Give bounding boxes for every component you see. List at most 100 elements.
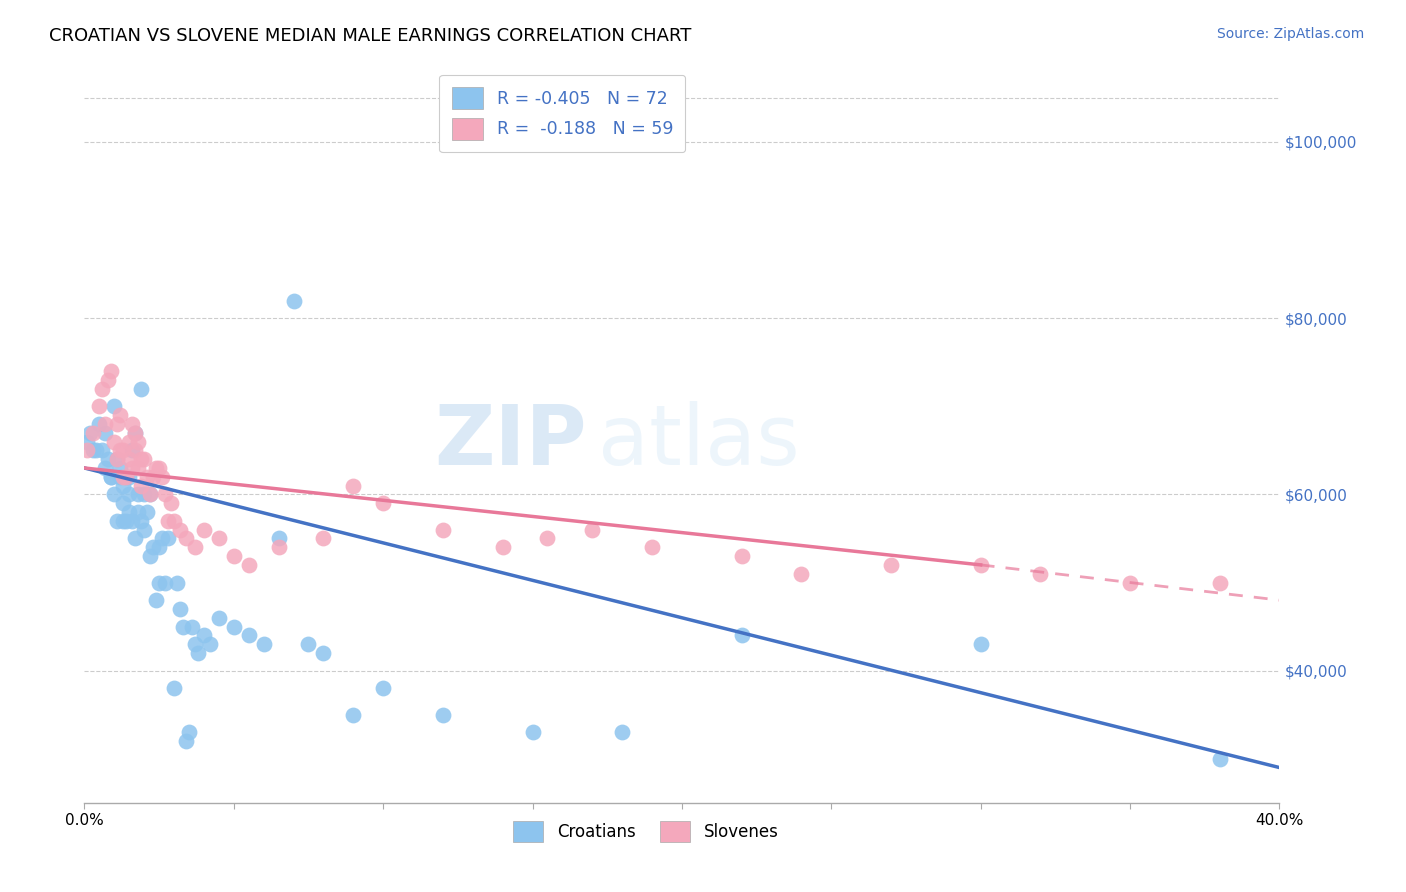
- Point: [105, 452, 128, 467]
- Point: [187, 646, 209, 660]
- Point: [103, 399, 125, 413]
- Point: [91, 443, 114, 458]
- Point: [172, 619, 194, 633]
- Point: [118, 505, 141, 519]
- Point: [105, 452, 128, 467]
- Point: [208, 611, 231, 625]
- Point: [115, 470, 138, 484]
- Point: [112, 514, 135, 528]
- Point: [115, 470, 138, 484]
- Text: Source: ZipAtlas.com: Source: ZipAtlas.com: [1216, 27, 1364, 41]
- Point: [174, 532, 197, 546]
- Point: [193, 628, 215, 642]
- Point: [142, 470, 165, 484]
- Point: [731, 628, 754, 642]
- Point: [103, 434, 125, 449]
- Point: [153, 487, 176, 501]
- Point: [97, 373, 120, 387]
- Point: [89, 417, 111, 431]
- Text: ZIP: ZIP: [434, 401, 586, 482]
- Point: [97, 452, 120, 467]
- Point: [94, 461, 117, 475]
- Point: [222, 619, 245, 633]
- Point: [110, 443, 132, 458]
- Point: [110, 470, 132, 484]
- Text: CROATIAN VS SLOVENE MEDIAN MALE EARNINGS CORRELATION CHART: CROATIAN VS SLOVENE MEDIAN MALE EARNINGS…: [49, 27, 692, 45]
- Point: [432, 523, 454, 537]
- Point: [267, 532, 290, 546]
- Point: [105, 514, 128, 528]
- Text: atlas: atlas: [599, 401, 800, 482]
- Point: [492, 541, 515, 555]
- Point: [267, 541, 290, 555]
- Point: [148, 575, 170, 590]
- Point: [124, 443, 146, 458]
- Point: [970, 637, 993, 651]
- Point: [100, 470, 122, 484]
- Point: [222, 549, 245, 563]
- Point: [127, 434, 149, 449]
- Point: [139, 549, 162, 563]
- Point: [112, 478, 135, 492]
- Point: [132, 523, 156, 537]
- Point: [115, 514, 138, 528]
- Point: [198, 637, 221, 651]
- Point: [79, 425, 101, 440]
- Point: [1029, 566, 1052, 581]
- Point: [129, 478, 152, 492]
- Point: [169, 523, 191, 537]
- Point: [121, 417, 143, 431]
- Point: [790, 566, 813, 581]
- Point: [153, 575, 176, 590]
- Point: [193, 523, 215, 537]
- Point: [253, 637, 276, 651]
- Point: [208, 532, 231, 546]
- Point: [132, 452, 156, 467]
- Point: [145, 461, 167, 475]
- Point: [612, 725, 634, 739]
- Point: [150, 532, 173, 546]
- Point: [157, 514, 180, 528]
- Point: [129, 452, 152, 467]
- Point: [373, 681, 395, 696]
- Point: [127, 461, 149, 475]
- Point: [110, 408, 132, 422]
- Point: [238, 558, 260, 572]
- Point: [157, 532, 180, 546]
- Point: [100, 470, 122, 484]
- Point: [112, 470, 135, 484]
- Point: [181, 619, 204, 633]
- Point: [160, 496, 183, 510]
- Point: [731, 549, 754, 563]
- Point: [536, 532, 558, 546]
- Point: [169, 602, 191, 616]
- Point: [112, 443, 135, 458]
- Point: [94, 425, 117, 440]
- Point: [163, 514, 186, 528]
- Point: [118, 452, 141, 467]
- Point: [121, 443, 143, 458]
- Point: [1209, 752, 1232, 766]
- Point: [177, 725, 200, 739]
- Point: [76, 443, 98, 458]
- Point: [148, 541, 170, 555]
- Point: [124, 425, 146, 440]
- Point: [132, 487, 156, 501]
- Point: [91, 382, 114, 396]
- Point: [880, 558, 903, 572]
- Point: [522, 725, 544, 739]
- Point: [373, 496, 395, 510]
- Point: [184, 541, 207, 555]
- Point: [118, 487, 141, 501]
- Point: [139, 487, 162, 501]
- Point: [283, 293, 305, 308]
- Point: [166, 575, 188, 590]
- Point: [110, 461, 132, 475]
- Point: [103, 487, 125, 501]
- Point: [129, 382, 152, 396]
- Point: [127, 505, 149, 519]
- Point: [136, 470, 159, 484]
- Point: [124, 425, 146, 440]
- Point: [118, 470, 141, 484]
- Legend: Croatians, Slovenes: Croatians, Slovenes: [503, 811, 789, 852]
